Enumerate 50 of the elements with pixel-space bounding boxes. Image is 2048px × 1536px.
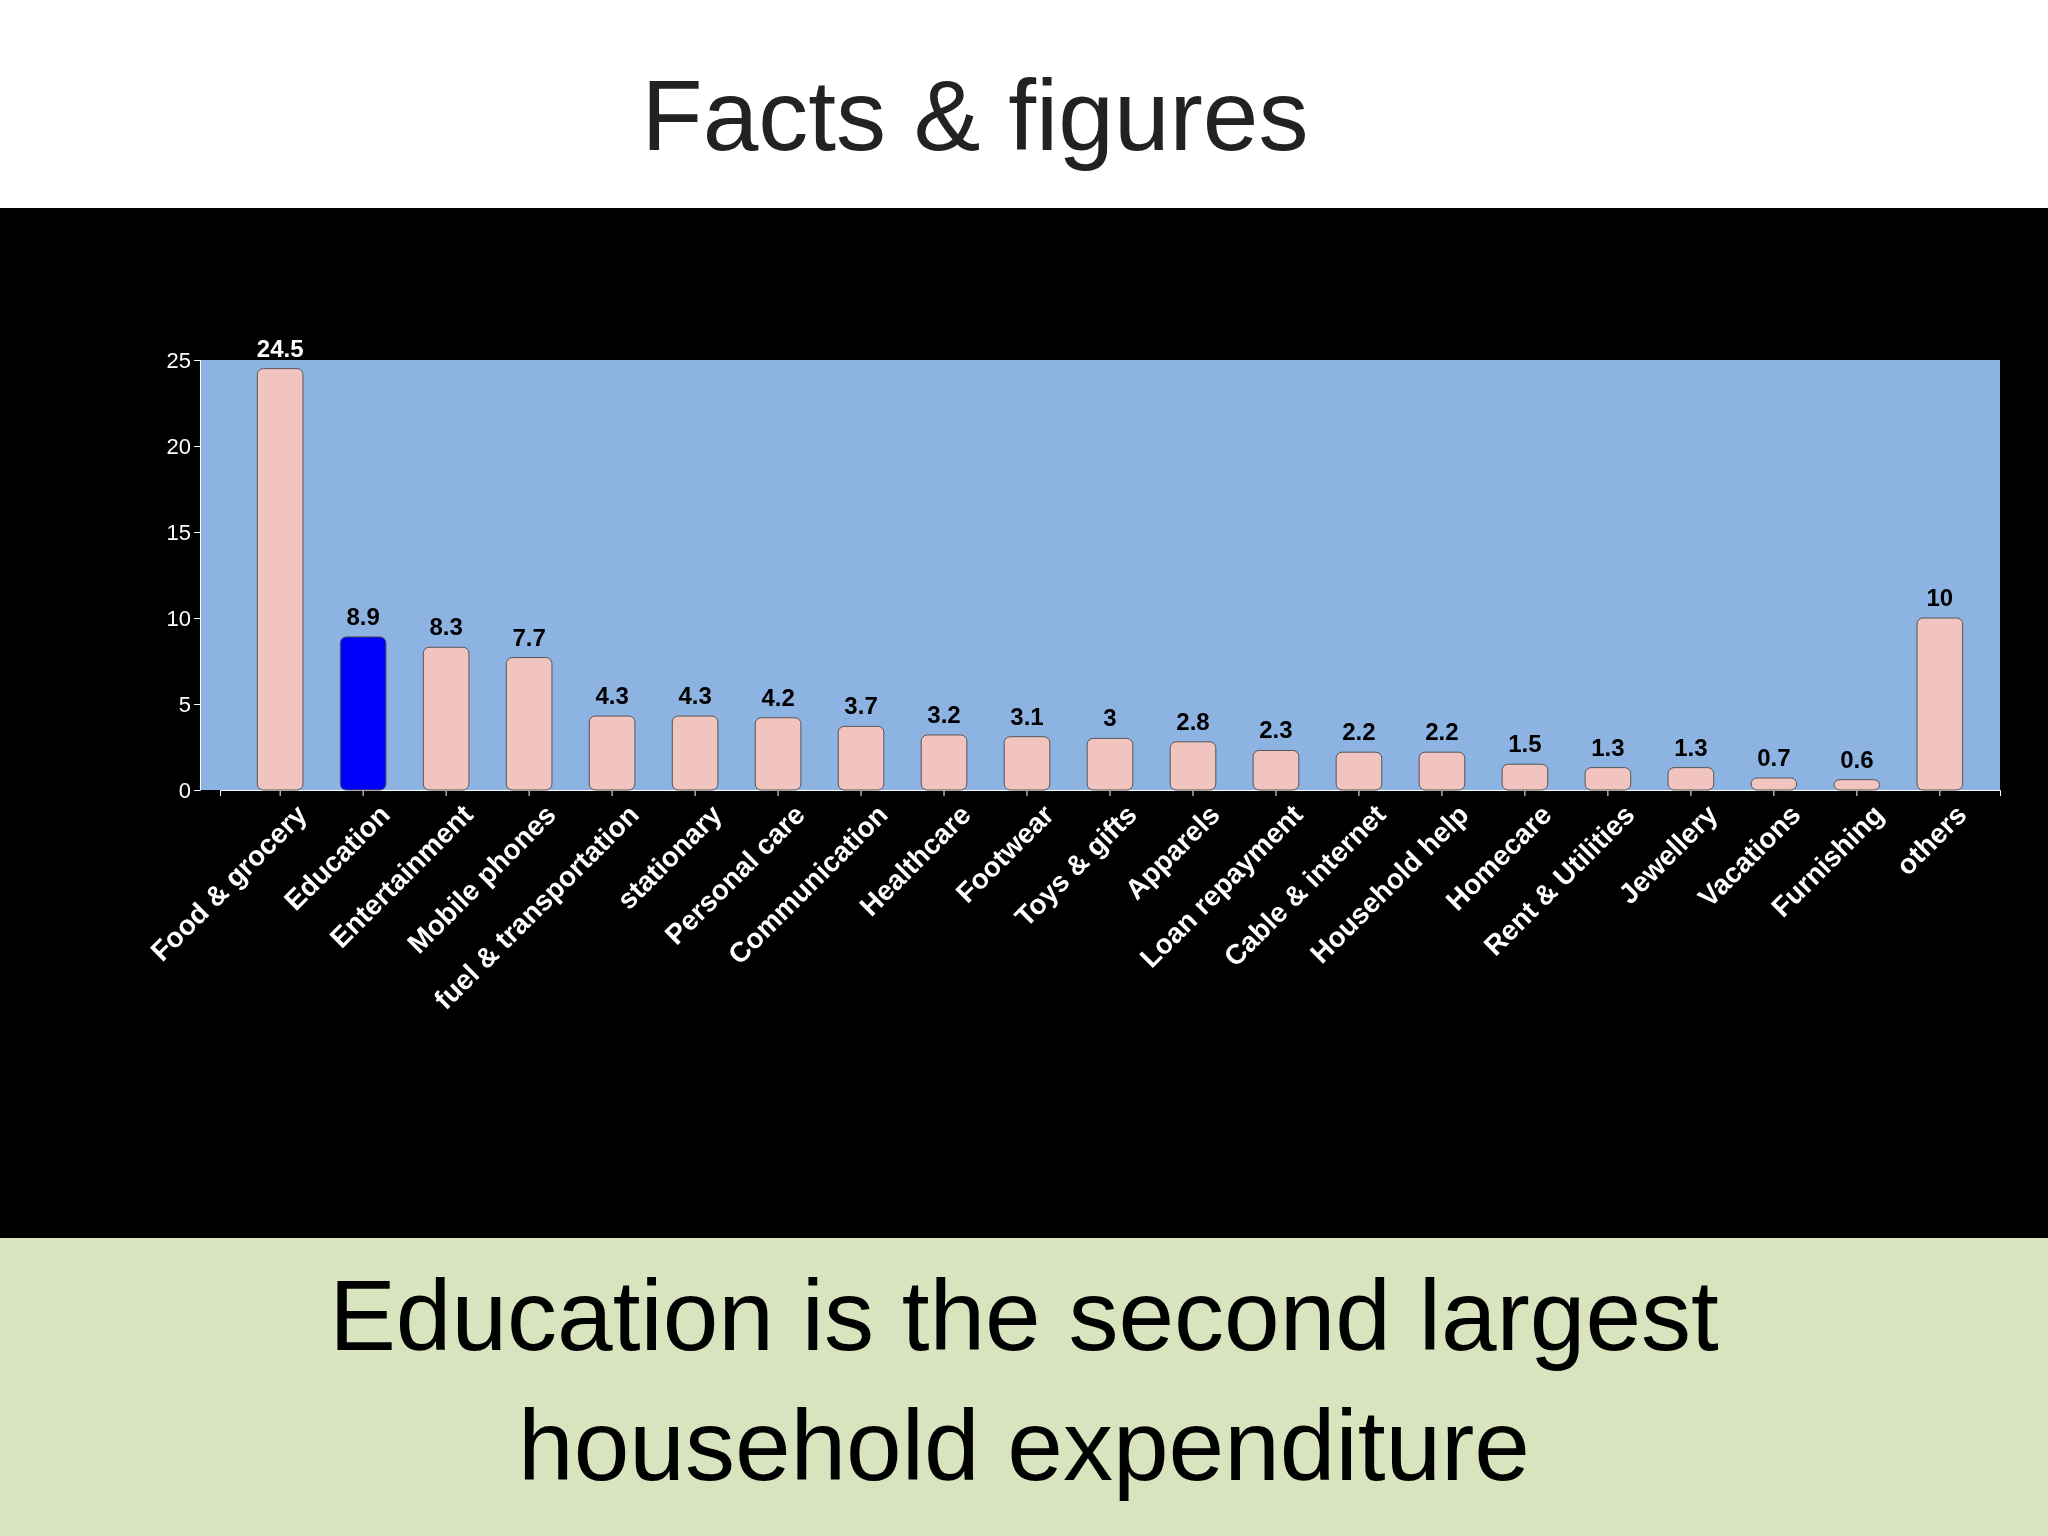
- bar: [422, 646, 470, 791]
- data-label: 2.2: [1342, 718, 1376, 746]
- data-label: 4.2: [761, 683, 795, 711]
- data-label: 3.1: [1010, 702, 1044, 730]
- data-label: 2.2: [1425, 718, 1459, 746]
- chart-title: Facts & figures: [641, 59, 1309, 171]
- y-tick-label: 25: [166, 347, 191, 373]
- data-label: 8.3: [429, 613, 463, 641]
- data-label: 7.7: [512, 623, 546, 651]
- data-label: 3.7: [844, 692, 878, 720]
- bar: [1750, 777, 1798, 791]
- data-label: 2.3: [1259, 716, 1293, 744]
- bar: [339, 636, 387, 791]
- y-tick-label: 0: [178, 777, 191, 803]
- data-label: 3.2: [927, 700, 961, 728]
- bar: [1584, 767, 1632, 791]
- bar: [920, 734, 968, 791]
- bar: [1418, 751, 1466, 791]
- bar: [1501, 763, 1549, 791]
- data-label: 0.6: [1840, 745, 1874, 773]
- bar: [256, 368, 304, 791]
- bar: [588, 715, 636, 791]
- data-label: 1.3: [1674, 733, 1708, 761]
- data-label: 10: [1926, 584, 1954, 611]
- y-tick-label: 10: [166, 605, 191, 631]
- data-label: 1.5: [1508, 730, 1542, 758]
- y-tick-label: 15: [166, 519, 191, 545]
- y-tick-label: 20: [166, 433, 191, 459]
- bar: [505, 657, 553, 791]
- data-label: 4.3: [595, 682, 629, 710]
- bar: [1169, 741, 1217, 791]
- bar: [1086, 737, 1134, 791]
- bar: [837, 725, 885, 791]
- bar: [1833, 779, 1881, 791]
- data-label: 0.7: [1757, 743, 1791, 771]
- bar: [754, 717, 802, 791]
- data-label: 3: [1103, 704, 1117, 732]
- data-label: 8.9: [346, 602, 380, 630]
- bar: [1667, 767, 1715, 791]
- data-label: 4.3: [678, 682, 712, 710]
- bar: [671, 715, 719, 791]
- y-tick-label: 5: [178, 691, 191, 717]
- bar: [1916, 617, 1964, 791]
- bar: [1335, 751, 1383, 791]
- bar: [1003, 736, 1051, 791]
- bar: [1252, 749, 1300, 791]
- data-label: 1.3: [1591, 733, 1625, 761]
- data-label: 2.8: [1176, 707, 1210, 735]
- text: Education is the second largest household expenditure: [328, 1258, 1720, 1503]
- data-label: 24.5: [256, 334, 304, 362]
